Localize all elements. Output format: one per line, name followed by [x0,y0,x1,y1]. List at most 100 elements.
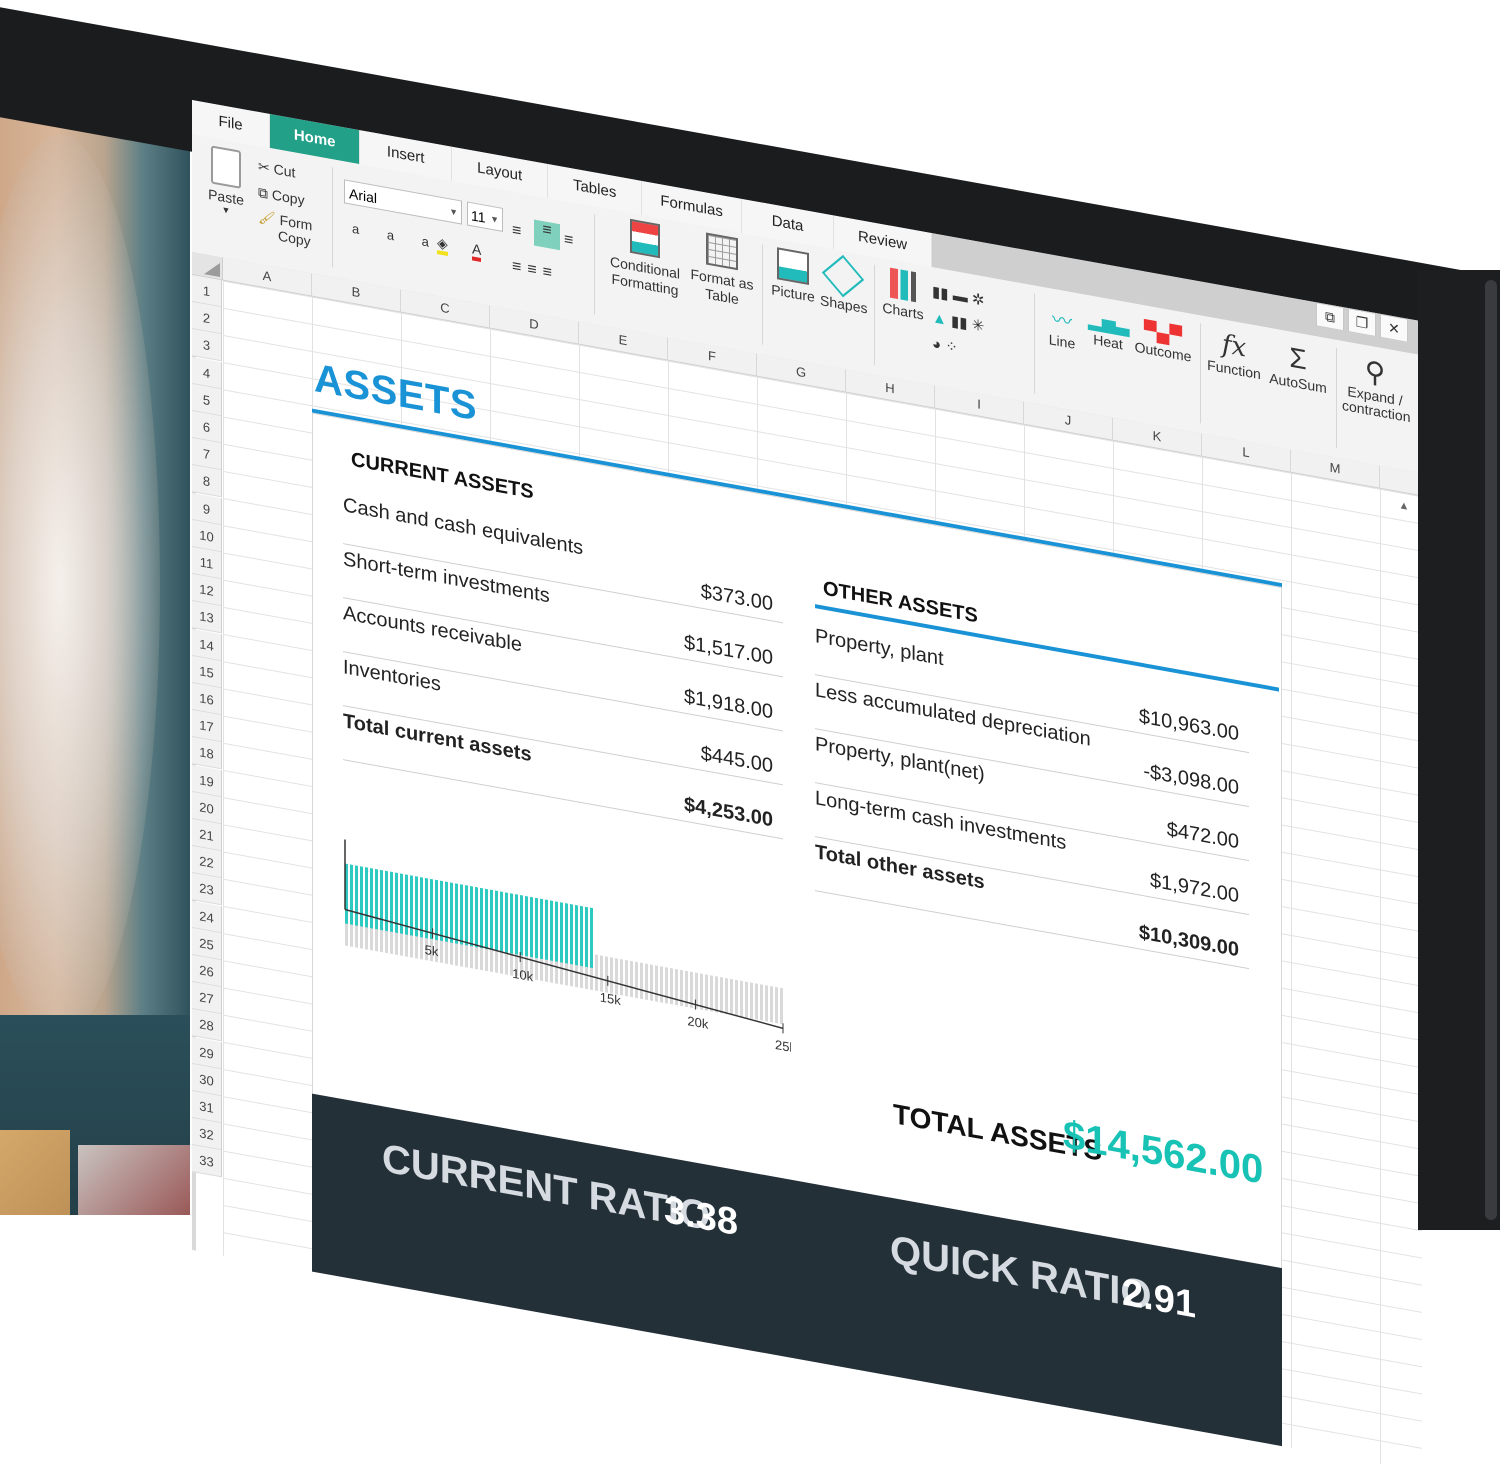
bar-fill-stripe [475,886,478,948]
paste-button[interactable]: Paste ▼ [206,145,246,219]
bar-fill-stripe [500,891,503,952]
chart-type-gallery[interactable]: ▮▮ ▬ ✲ ▲ ▮▮ ✳ ◕ ⁘ [932,279,984,366]
bar-fill-stripe [540,898,543,960]
bar-track-stripe [745,981,748,1019]
current-ratio-value: 3.38 [664,1188,738,1245]
close-icon[interactable]: ✕ [1380,313,1408,343]
x-tick-label: 25k [775,1037,791,1056]
bar-fill-stripe [515,894,518,955]
bar-track-stripe [685,970,688,1008]
bar-fill-stripe [420,877,423,938]
assets-card: CURRENT ASSETS Cash and cash equivalents… [312,412,1282,1270]
bar-track-stripe [660,966,663,1003]
align-left-icon: ≡ [512,221,522,241]
bar-track-stripe [705,974,708,1011]
bar-track-stripe [750,982,753,1019]
bar-chart-icon: ▬ [952,286,968,307]
expand-contraction-button[interactable]: ⚲ Expand / contraction [1342,351,1410,425]
picture-button[interactable]: Picture [770,246,816,305]
font-color-button[interactable]: A [472,240,482,263]
bar-track-stripe [670,968,673,1005]
bar-track-stripe [760,984,763,1021]
x-tick-label: 15k [600,989,621,1008]
desktop-thumbnail[interactable] [78,1145,190,1215]
bar-track-stripe [625,959,628,997]
bar-track-stripe [770,985,773,1023]
bar-track-stripe [610,957,613,994]
font-style-buttons[interactable]: a a a [352,220,441,252]
desktop-thumbnail[interactable] [0,1130,70,1215]
row-header[interactable]: 33 [192,1145,222,1178]
shapes-button[interactable]: Shapes [820,254,867,317]
bar-track-stripe [720,977,723,1014]
bar-fill-stripe [350,864,353,925]
clipboard-icon [211,145,241,189]
shapes-icon [821,254,865,298]
pie-chart-icon: ◕ [932,335,942,354]
bar-fill-stripe [550,900,553,961]
chevron-down-icon: ▼ [449,206,458,218]
bar-track-stripe [650,964,653,1001]
autosum-button[interactable]: Σ AutoSum [1266,337,1330,397]
bar-track-stripe [690,971,693,1009]
align-center-icon: ≡ [542,221,552,240]
bar-chart-icon [890,267,916,303]
quick-ratio-value: 2.91 [1122,1271,1196,1327]
ribbon-separator [1200,323,1201,424]
ribbon-separator [1034,293,1035,394]
maximize-icon[interactable]: ❐ [1348,307,1376,338]
bar-track-stripe [640,962,643,1000]
copy-button[interactable]: ⧉ Copy [258,184,305,209]
quick-ratio-label: QUICK RATIO [890,1227,1152,1319]
bar-fill-stripe [375,868,378,930]
bar-fill-stripe [440,880,443,942]
fill-color-button[interactable]: ◈ [437,234,448,257]
bar-track-stripe [675,968,678,1006]
current-assets-heading: CURRENT ASSETS [351,448,534,504]
sparkline-line-button[interactable]: 〰 Line [1044,301,1080,352]
sparkline-heat-button[interactable]: ▂▅▃ Heat [1088,309,1130,353]
fill-bucket-icon: ◈ [437,234,448,257]
bar-fill-stripe [390,871,393,933]
ribbon-separator [332,167,333,268]
charts-button[interactable]: Charts [880,266,926,323]
justify-buttons[interactable]: ≡≡≡ [512,257,559,283]
cut-label: Cut [273,160,296,181]
font-name-select[interactable]: Arial ▼ [344,179,462,225]
bar-track-stripe [605,956,608,993]
bar-fill-stripe [530,896,533,958]
bar-fill-stripe [385,870,388,932]
spreadsheet-window: File Home Insert Layout Tables Formulas … [192,100,1422,1471]
bar-fill-stripe [355,865,358,926]
current-assets-bar-chart: 5k 10k 15k 20k 25k [344,839,791,1056]
copy-label: Copy [271,186,305,209]
align-center-button[interactable]: ≡ [534,219,560,251]
conditional-formatting-button[interactable]: Conditional Formatting [606,214,684,300]
desktop-wallpaper [0,55,190,1215]
sheet-grid: ABCDEFGHIJKLMN 1234567891011121314151617… [192,252,1422,1471]
font-size-select[interactable]: 11 ▼ [467,201,503,232]
sparkline-outcome-button[interactable]: ▀▄▀ Outcome [1134,317,1192,365]
bar-fill-stripe [480,887,483,949]
bar-track-stripe [725,977,728,1015]
font-color-icon: A [472,240,482,263]
bar-track-stripe [615,958,618,995]
function-button[interactable]: fx Function [1206,326,1262,382]
bar-track-stripe [780,987,783,1025]
scatter-icon: ✲ [971,290,985,310]
align-right-button[interactable]: ≡ [564,231,573,251]
bar-fill-stripe [425,877,428,939]
bar-fill-stripe [450,882,453,943]
monitor-edge [1485,280,1497,1220]
bar-track-stripe [600,955,603,992]
restore-icon[interactable]: ⧉ [1316,302,1344,332]
format-as-table-button[interactable]: Format as Table [690,230,754,312]
align-left-button[interactable]: ≡ [512,222,521,242]
conditional-formatting-icon [630,218,660,259]
scroll-up-arrow-icon[interactable]: ▲ [1398,499,1410,514]
bar-fill-stripe [575,904,578,966]
bar-fill-stripe [555,901,558,962]
format-copy-button[interactable]: 🖌 Form Copy [258,208,312,250]
bar-fill-stripe [570,904,573,965]
cut-button[interactable]: ✂ Cut [258,158,295,182]
